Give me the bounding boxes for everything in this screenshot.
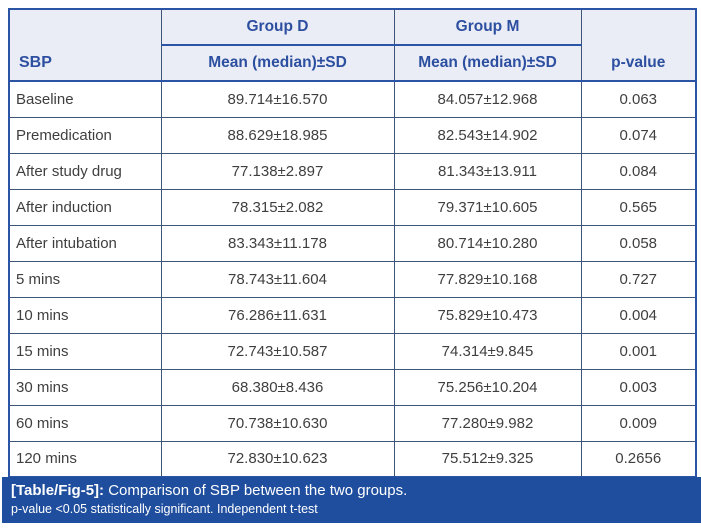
pvalue-header: p-value	[580, 8, 697, 82]
group-d-value: 72.743±10.587	[160, 332, 395, 370]
row-label: 5 mins	[8, 260, 162, 298]
row-label: 30 mins	[8, 368, 162, 406]
group-m-value: 79.371±10.605	[393, 188, 582, 226]
group-m-value: 84.057±12.968	[393, 80, 582, 118]
group-d-value: 83.343±11.178	[160, 224, 395, 262]
group-m-value: 82.543±14.902	[393, 116, 582, 154]
group-m-value: 74.314±9.845	[393, 332, 582, 370]
group-d-value: 72.830±10.623	[160, 440, 395, 478]
group-d-value: 77.138±2.897	[160, 152, 395, 190]
table-caption: [Table/Fig-5]: Comparison of SBP between…	[11, 482, 691, 501]
group-m-subheader: Mean (median)±SD	[393, 44, 582, 82]
group-m-value: 80.714±10.280	[393, 224, 582, 262]
table-row: 5 mins 78.743±11.604 77.829±10.168 0.727	[8, 260, 697, 298]
row-label: 120 mins	[8, 440, 162, 478]
table-row: 10 mins 76.286±11.631 75.829±10.473 0.00…	[8, 296, 697, 334]
table-caption-text: Comparison of SBP between the two groups…	[108, 482, 408, 499]
group-d-value: 78.315±2.082	[160, 188, 395, 226]
table-row: After induction 78.315±2.082 79.371±10.6…	[8, 188, 697, 226]
p-value: 0.565	[580, 188, 697, 226]
group-m-value: 75.829±10.473	[393, 296, 582, 334]
group-m-value: 77.280±9.982	[393, 404, 582, 442]
group-d-header: Group D	[160, 8, 395, 46]
table-fig-tag: [Table/Fig-5]:	[11, 482, 105, 499]
row-label: After study drug	[8, 152, 162, 190]
table-row: Baseline 89.714±16.570 84.057±12.968 0.0…	[8, 80, 697, 118]
group-d-value: 88.629±18.985	[160, 116, 395, 154]
group-d-value: 70.738±10.630	[160, 404, 395, 442]
row-label: 10 mins	[8, 296, 162, 334]
row-label: 15 mins	[8, 332, 162, 370]
row-label: After intubation	[8, 224, 162, 262]
table-row: After study drug 77.138±2.897 81.343±13.…	[8, 152, 697, 190]
table-row: After intubation 83.343±11.178 80.714±10…	[8, 224, 697, 262]
table-header-group-row: SBP Group D Group M p-value	[8, 8, 697, 82]
row-label: Baseline	[8, 80, 162, 118]
p-value: 0.074	[580, 116, 697, 154]
p-value: 0.003	[580, 368, 697, 406]
corner-header-sbp: SBP	[8, 8, 162, 82]
p-value: 0.058	[580, 224, 697, 262]
p-value: 0.2656	[580, 440, 697, 478]
p-value: 0.009	[580, 404, 697, 442]
p-value: 0.727	[580, 260, 697, 298]
p-value: 0.084	[580, 152, 697, 190]
group-m-value: 75.512±9.325	[393, 440, 582, 478]
table-row: 30 mins 68.380±8.436 75.256±10.204 0.003	[8, 368, 697, 406]
row-label: Premedication	[8, 116, 162, 154]
group-d-value: 68.380±8.436	[160, 368, 395, 406]
group-m-value: 77.829±10.168	[393, 260, 582, 298]
group-m-value: 75.256±10.204	[393, 368, 582, 406]
table-row: Premedication 88.629±18.985 82.543±14.90…	[8, 116, 697, 154]
table-footnote: p-value <0.05 statistically significant.…	[11, 501, 318, 516]
group-d-value: 89.714±16.570	[160, 80, 395, 118]
table-header-sub-row: Mean (median)±SD Mean (median)±SD	[9, 44, 696, 82]
p-value: 0.004	[580, 296, 697, 334]
p-value: 0.001	[580, 332, 697, 370]
group-d-value: 76.286±11.631	[160, 296, 395, 334]
table-row: 120 mins 72.830±10.623 75.512±9.325 0.26…	[8, 440, 697, 478]
group-d-subheader: Mean (median)±SD	[160, 44, 395, 82]
sbp-comparison-table: SBP Group D Group M p-value Mean (median…	[8, 8, 697, 478]
p-value: 0.063	[580, 80, 697, 118]
row-label: 60 mins	[8, 404, 162, 442]
table-row: 15 mins 72.743±10.587 74.314±9.845 0.001	[8, 332, 697, 370]
group-m-header: Group M	[393, 8, 582, 46]
table-caption-band: [Table/Fig-5]: Comparison of SBP between…	[2, 477, 701, 523]
group-d-value: 78.743±11.604	[160, 260, 395, 298]
table-row: 60 mins 70.738±10.630 77.280±9.982 0.009	[8, 404, 697, 442]
group-m-value: 81.343±13.911	[393, 152, 582, 190]
row-label: After induction	[8, 188, 162, 226]
